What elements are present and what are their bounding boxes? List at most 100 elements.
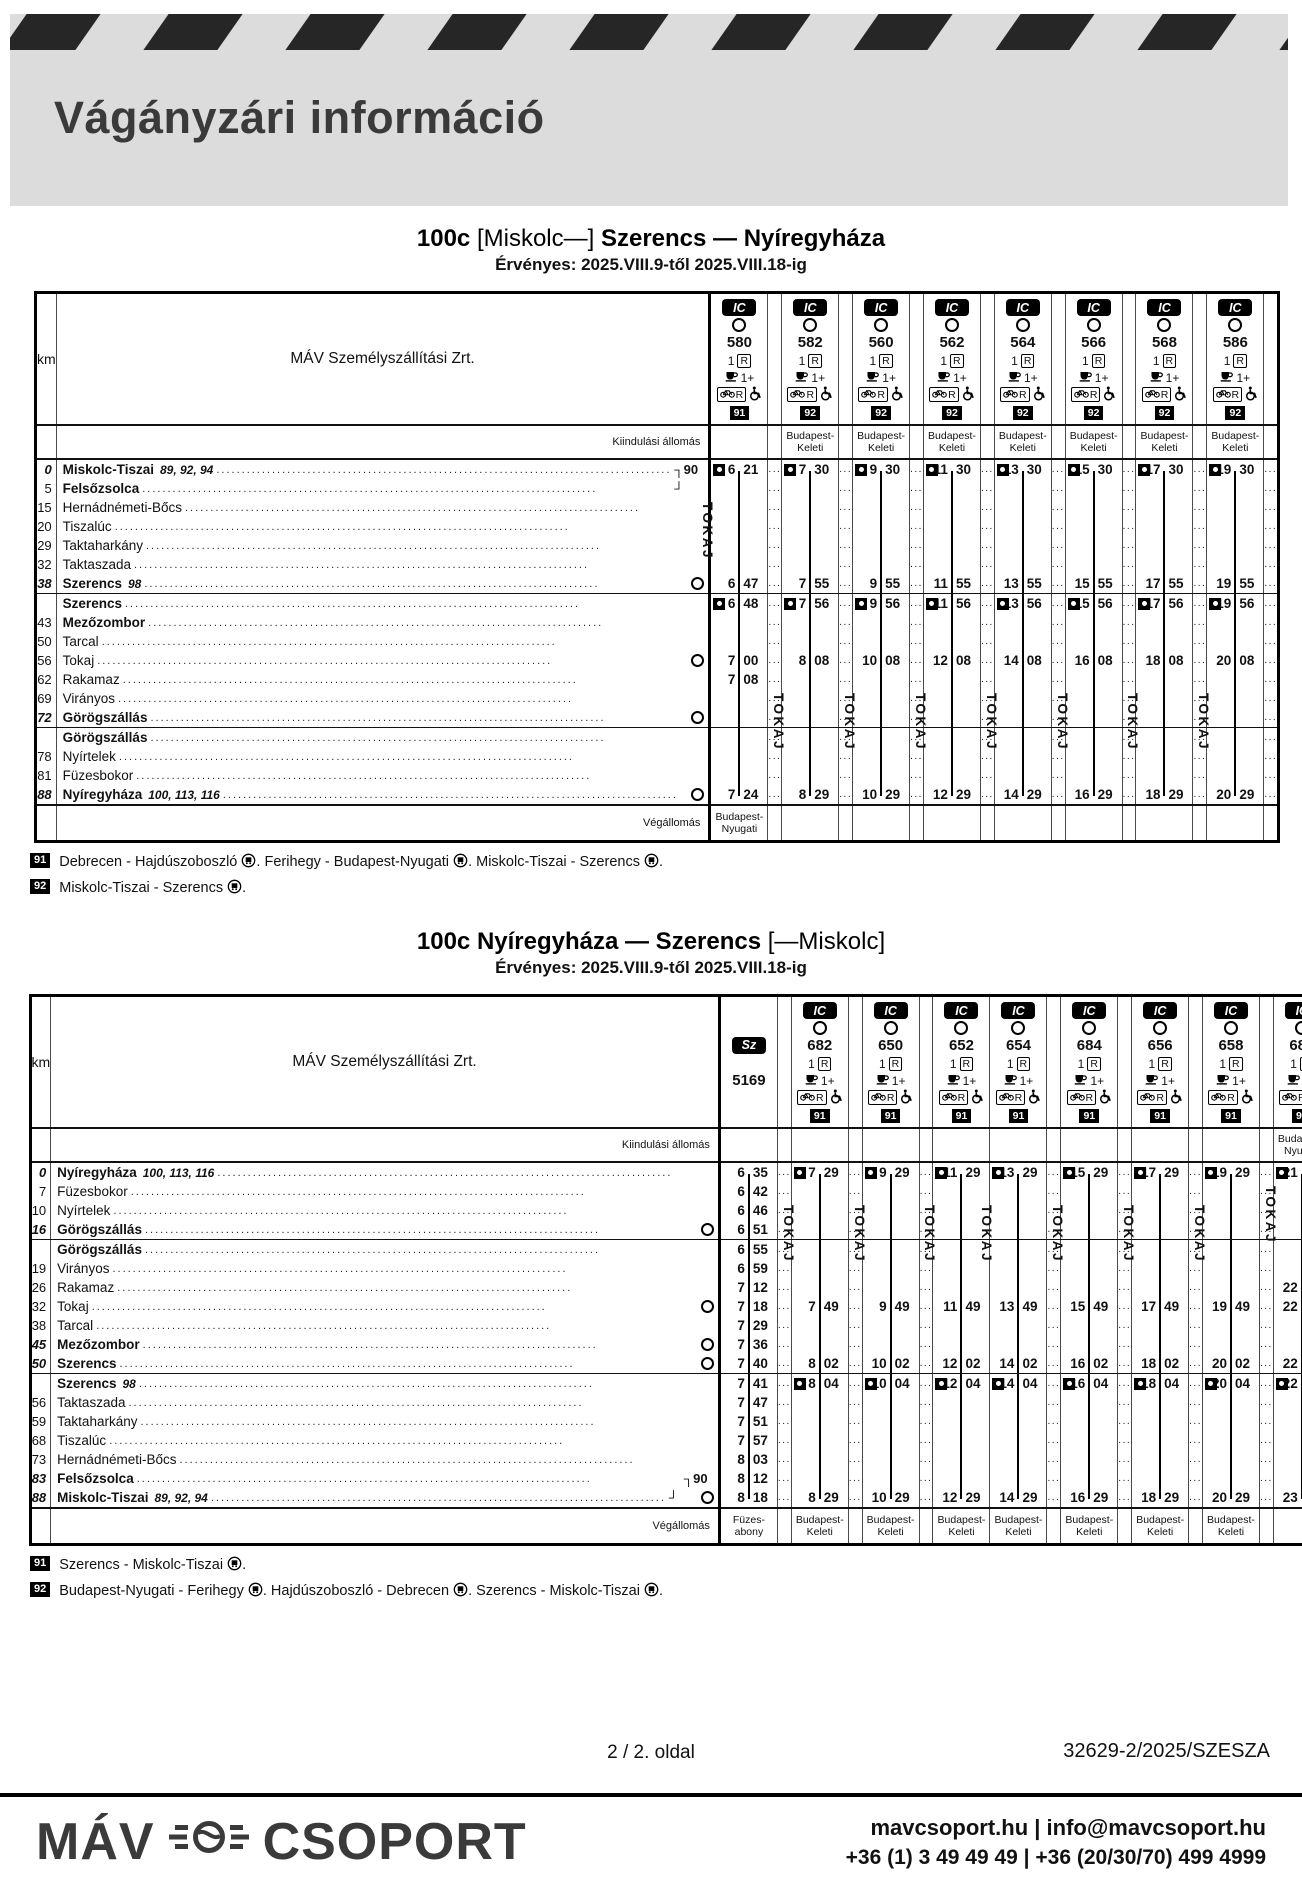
station-row: 38 Tarcal................................… (30, 1316, 1302, 1336)
terminus-station-cell: Budapest- Keleti (1201, 1507, 1260, 1545)
departure-icon (1134, 1377, 1147, 1390)
origin-station-cell (979, 425, 995, 461)
time-cell: 14 08 (993, 651, 1052, 671)
bicycle-reservation-icon: R (716, 387, 747, 403)
no-service-dots: ... (909, 727, 924, 748)
dots-header (1121, 292, 1136, 427)
no-service-dots: ... (909, 708, 924, 729)
train-name-vertical: TOKAJ (700, 502, 716, 561)
time-hour: 14 (999, 1356, 1015, 1372)
footnote-badge: 91 (1150, 1109, 1170, 1124)
no-service-dots: ... (918, 1239, 933, 1260)
through-line (880, 555, 883, 575)
train-name-vertical: TOKAJ (842, 693, 858, 752)
time-minute: 29 (814, 787, 830, 803)
train-number: 586 (1222, 334, 1248, 352)
route-title-bold: 100c (416, 225, 471, 252)
time-cell: 16 29 (1060, 1488, 1118, 1509)
no-service-dots: ... (1263, 613, 1279, 633)
footnote-badge: 91 (729, 406, 750, 421)
no-service-dots: ... (1188, 1259, 1203, 1279)
footnote-line: 92 Budapest-Nyugati - Ferihegy . Hajdúszo… (30, 1581, 1272, 1600)
train-name-vertical: TOKAJ (1196, 693, 1212, 752)
through-line (818, 1412, 821, 1432)
time-minute: 00 (743, 653, 759, 669)
time-cell: 6 35 (717, 1162, 778, 1183)
train-name-vertical: TOKAJ (979, 1205, 995, 1264)
through-line (1229, 1412, 1232, 1432)
departure-icon (864, 1166, 877, 1179)
dotted-leader: ........................................… (144, 1243, 601, 1256)
station-name: Szerencs (62, 596, 122, 612)
time-cell (790, 1182, 849, 1202)
time-cell: 15 55 (1064, 574, 1123, 595)
through-line (1163, 479, 1166, 499)
time-cell (989, 1239, 1047, 1260)
mav-wheel-emblem-icon (167, 1812, 251, 1872)
time-cell (1060, 1278, 1118, 1298)
time-cell: 8 12 (717, 1469, 778, 1489)
through-line (1092, 498, 1095, 518)
time-cell (993, 517, 1052, 537)
time-cell: 9 55 (852, 574, 910, 595)
km-value: 78 (37, 749, 52, 765)
time-cell (993, 498, 1052, 518)
time-cell (1131, 1278, 1189, 1298)
time-cell (1135, 613, 1193, 633)
time-minute: 29 (1164, 1490, 1180, 1506)
time-cell (1135, 555, 1193, 575)
time-cell (852, 517, 910, 537)
km-header: km (30, 995, 51, 1130)
no-service-dots: ... (1263, 498, 1279, 518)
through-line (1017, 1316, 1020, 1336)
hazard-stripe (143, 14, 243, 50)
through-line (1229, 1201, 1232, 1221)
no-service-dots: ... (918, 1354, 933, 1375)
no-service-dots: ... (1188, 1412, 1203, 1432)
no-service-dots: ... (847, 1316, 863, 1336)
no-service-dots: ... (1263, 517, 1279, 537)
through-line (1229, 1220, 1232, 1240)
station-name: Szerencs (57, 1376, 117, 1392)
time-cell (1201, 1335, 1260, 1355)
footnote-text: Miskolc-Tiszai - Szerencs . (59, 879, 247, 896)
coffee-icon (1004, 1074, 1017, 1088)
no-service-dots: ... (1258, 1393, 1274, 1413)
train-name-vertical: TOKAJ (780, 1205, 796, 1264)
no-service-dots: ... (1263, 766, 1279, 786)
time-cell (708, 632, 768, 652)
bicycle-icon (1074, 388, 1089, 401)
time-cell: TOKAJ (852, 1201, 920, 1263)
time-minute: 29 (894, 1165, 910, 1181)
km-value: 81 (37, 768, 52, 784)
coffee-icon (805, 1074, 818, 1088)
no-service-dots: ... (1117, 1431, 1132, 1451)
time-cell: 11 29 (932, 1162, 990, 1183)
time-minute: 49 (1093, 1299, 1109, 1315)
dotted-leader: ........................................… (145, 539, 602, 552)
time-minute: 51 (752, 1222, 768, 1238)
time-minute: 29 (1093, 1490, 1109, 1506)
train-header: IC 568 1 R 1+ R 92 (1135, 292, 1193, 427)
through-line (1092, 708, 1095, 728)
timetable-nyiregyhaza-szerencs: km MÁV Személyszállítási Zrt. Sz 5169 IC 682 1… (28, 994, 1302, 1547)
ic-logo: IC (934, 299, 969, 317)
terminus-station-cell (1206, 804, 1264, 842)
no-service-dots: ... (767, 708, 782, 729)
no-service-dots: ... (1117, 1182, 1132, 1202)
dotted-leader: ........................................… (150, 731, 606, 744)
time-hour: 6 (737, 1203, 745, 1219)
no-service-dots: ... (979, 479, 995, 499)
no-service-dots: ... (1121, 593, 1136, 614)
station-cell: Szerencs 98..............................… (50, 1373, 720, 1394)
no-service-dots: ... (1258, 1412, 1274, 1432)
station-row: 16 Görögszállás..........................… (30, 1220, 1302, 1241)
time-cell (861, 1393, 920, 1413)
km-value: 32 (31, 1299, 47, 1315)
km-value: 0 (44, 462, 52, 478)
through-line (889, 1431, 892, 1451)
through-line (960, 1316, 963, 1336)
no-service-dots: ... (1263, 747, 1279, 767)
